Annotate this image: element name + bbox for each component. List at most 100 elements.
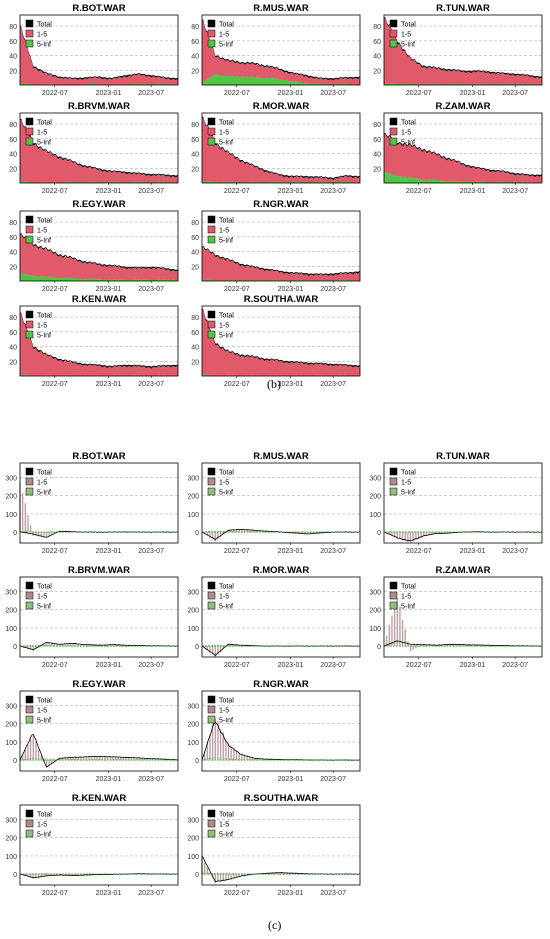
legend-swatch bbox=[389, 39, 398, 48]
chart-title: R.TUN.WAR bbox=[436, 451, 490, 462]
x-tick-label: 2023-07 bbox=[320, 776, 346, 783]
y-tick-label: 100 bbox=[187, 854, 199, 861]
x-tick-label: 2022-07 bbox=[224, 890, 250, 897]
chart-panel-c-8: R.KEN.WAR 0 100 200 300 2022-07 2023-01 2023-07… bbox=[5, 793, 179, 897]
series-total-line bbox=[19, 641, 179, 651]
y-tick-label: 0 bbox=[195, 530, 199, 537]
legend-label: 5-Inf bbox=[401, 604, 415, 611]
legend-label: 1-5 bbox=[37, 323, 47, 330]
plot-frame bbox=[201, 690, 361, 772]
series-1-5-area bbox=[20, 234, 178, 281]
y-tick-label: 300 bbox=[5, 818, 17, 825]
legend-swatch bbox=[207, 705, 216, 714]
legend-label: 1-5 bbox=[401, 594, 411, 601]
legend-swatch bbox=[207, 809, 216, 818]
y-tick-label: 60 bbox=[191, 330, 199, 337]
x-tick-label: 2023-01 bbox=[96, 890, 122, 897]
legend-label: Total bbox=[219, 218, 234, 225]
x-tick-label: 2022-07 bbox=[224, 286, 250, 293]
x-tick-label: 2023-07 bbox=[138, 381, 164, 388]
series-5-inf-area bbox=[384, 171, 542, 183]
series-5-inf-area bbox=[20, 273, 178, 281]
x-tick-label: 2022-07 bbox=[224, 188, 250, 195]
y-tick-label: 200 bbox=[187, 494, 199, 501]
legend-swatch bbox=[25, 39, 34, 48]
y-tick-label: 80 bbox=[9, 122, 17, 129]
x-tick-label: 2023-07 bbox=[320, 188, 346, 195]
y-tick-label: 200 bbox=[5, 836, 17, 843]
x-tick-label: 2023-01 bbox=[96, 776, 122, 783]
chart-title: R.EGY.WAR bbox=[72, 679, 125, 690]
y-tick-label: 60 bbox=[9, 235, 17, 242]
x-tick-label: 2023-07 bbox=[320, 90, 346, 97]
y-tick-label: 60 bbox=[373, 137, 381, 144]
legend-label: 1-5 bbox=[401, 130, 411, 137]
x-tick-label: 2023-07 bbox=[138, 776, 164, 783]
legend-label: 5-Inf bbox=[37, 718, 51, 725]
x-tick-label: 2023-01 bbox=[278, 188, 304, 195]
y-tick-label: 300 bbox=[187, 590, 199, 597]
x-tick-label: 2023-01 bbox=[278, 662, 304, 669]
legend-label: 1-5 bbox=[401, 480, 411, 487]
y-tick-label: 20 bbox=[191, 264, 199, 271]
y-tick-label: 100 bbox=[5, 854, 17, 861]
plot-frame bbox=[19, 14, 179, 86]
y-tick-label: 0 bbox=[195, 644, 199, 651]
legend-label: Total bbox=[401, 22, 416, 29]
series-1-5-area bbox=[20, 119, 178, 183]
legend-label: 1-5 bbox=[219, 594, 229, 601]
x-tick-label: 2022-07 bbox=[42, 890, 68, 897]
legend-label: Total bbox=[37, 470, 52, 477]
x-tick-label: 2023-01 bbox=[96, 188, 122, 195]
series-5-inf-area bbox=[202, 74, 360, 85]
legend-swatch bbox=[25, 581, 34, 590]
y-tick-label: 300 bbox=[187, 704, 199, 711]
plot-frame bbox=[201, 305, 361, 377]
legend-swatch bbox=[389, 29, 398, 38]
chart-title: R.ZAM.WAR bbox=[436, 101, 491, 112]
legend-swatch bbox=[25, 320, 34, 329]
legend-swatch bbox=[389, 117, 398, 126]
y-tick-label: 200 bbox=[5, 722, 17, 729]
legend-swatch bbox=[207, 601, 216, 610]
legend-label: 1-5 bbox=[37, 228, 47, 235]
x-tick-label: 2023-01 bbox=[460, 188, 486, 195]
legend-swatch bbox=[389, 487, 398, 496]
legend-swatch bbox=[25, 467, 34, 476]
series-1-5-area bbox=[20, 26, 178, 85]
y-tick-label: 100 bbox=[187, 512, 199, 519]
legend-swatch bbox=[25, 330, 34, 339]
y-tick-label: 40 bbox=[373, 152, 381, 159]
legend-label: 1-5 bbox=[37, 708, 47, 715]
legend-swatch bbox=[389, 601, 398, 610]
y-tick-label: 40 bbox=[9, 54, 17, 61]
panel-label-b: (b) bbox=[267, 377, 281, 391]
x-tick-label: 2023-07 bbox=[502, 90, 528, 97]
series-5-inf-area bbox=[20, 181, 178, 183]
y-tick-label: 0 bbox=[13, 758, 17, 765]
chart-title: R.SOUTHA.WAR bbox=[244, 793, 319, 804]
x-tick-label: 2022-07 bbox=[42, 776, 68, 783]
chart-panel-b-8: R.KEN.WAR 20 40 60 80 2022-07 2023-01 2023-07 To… bbox=[9, 294, 179, 388]
y-tick-label: 20 bbox=[191, 166, 199, 173]
y-tick-label: 0 bbox=[377, 530, 381, 537]
x-tick-label: 2022-07 bbox=[42, 381, 68, 388]
y-tick-label: 60 bbox=[9, 39, 17, 46]
chart-panel-b-9: R.SOUTHA.WAR 20 40 60 80 2022-07 2023-01 2023-0… bbox=[191, 294, 361, 388]
x-tick-label: 2022-07 bbox=[224, 662, 250, 669]
chart-title: R.EGY.WAR bbox=[72, 199, 125, 210]
x-tick-label: 2023-07 bbox=[502, 662, 528, 669]
y-tick-label: 20 bbox=[191, 68, 199, 75]
legend-swatch bbox=[389, 137, 398, 146]
series-1-5-area bbox=[202, 117, 360, 183]
legend-swatch bbox=[25, 829, 34, 838]
chart-title: R.BOT.WAR bbox=[72, 451, 125, 462]
legend-swatch bbox=[25, 235, 34, 244]
legend-label: 5-Inf bbox=[37, 42, 51, 49]
legend-swatch bbox=[207, 715, 216, 724]
y-tick-label: 60 bbox=[191, 39, 199, 46]
legend-label: 1-5 bbox=[37, 32, 47, 39]
legend-swatch bbox=[25, 715, 34, 724]
y-tick-label: 300 bbox=[5, 476, 17, 483]
chart-panel-b-5: R.ZAM.WAR 20 40 60 80 2022-07 2023-01 2023-07 To… bbox=[373, 101, 543, 195]
